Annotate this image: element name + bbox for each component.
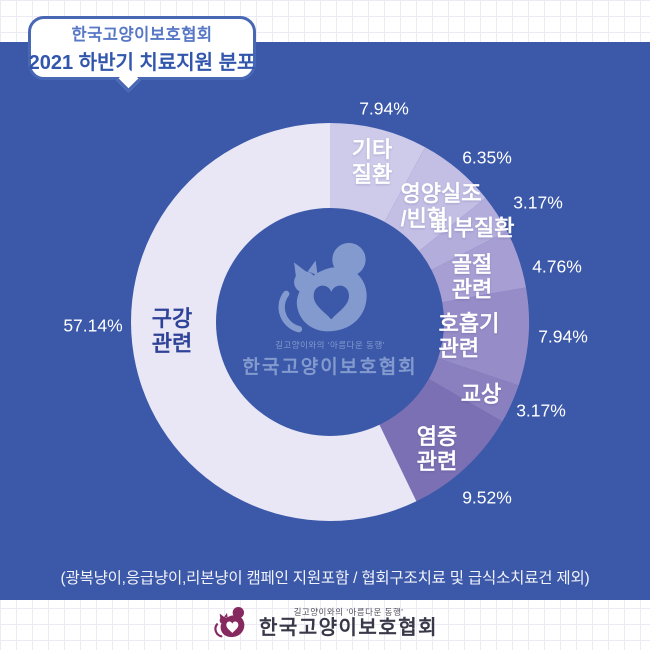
slice-label-respiratory: 호흡기 관련: [438, 310, 500, 361]
donut-slice-other-diseases: [330, 123, 426, 222]
slice-label-malnutrition-anemia: 영양실조/빈혈: [400, 180, 482, 231]
slice-label-other-diseases: 기타 질환: [351, 136, 393, 187]
pct-label-fracture: 4.76%: [532, 256, 582, 277]
donut-slice-bite-wound: [428, 358, 519, 422]
donut-slice-malnutrition-anemia: [384, 147, 486, 251]
slice-label-fracture: 골절 관련: [451, 251, 493, 302]
chart-footnote: (광복냥이,응급냥이,리본냥이 캠페인 지원포함 / 협회구조치료 및 급식소치…: [60, 570, 590, 587]
pct-label-skin-disease: 3.17%: [513, 192, 563, 213]
pct-label-inflammation: 9.52%: [462, 487, 512, 508]
pct-label-bite-wound: 3.17%: [516, 400, 566, 421]
title-bubble: 한국고양이보호협회 2021 하반기 치료지원 분포: [28, 16, 256, 80]
footer-logo: 길고양이와의 '아름다운 동행' 한국고양이보호협회: [0, 604, 650, 640]
slice-label-inflammation: 염증 관련: [416, 423, 458, 474]
slice-label-oral: 구강 관련: [151, 305, 193, 356]
slice-label-skin-disease: 피부질환: [433, 215, 515, 241]
pct-label-malnutrition-anemia: 6.35%: [462, 147, 512, 168]
donut-slice-skin-disease: [419, 197, 508, 271]
slice-label-bite-wound: 교상: [460, 381, 502, 407]
pct-label-oral: 57.14%: [63, 315, 123, 336]
org-name-title: 한국고양이보호협회: [71, 26, 213, 44]
footer-tagline: 길고양이와의 '아름다운 동행': [293, 606, 404, 617]
center-watermark: 길고양이와의 '아름다운 동행' 한국고양이보호협회: [242, 237, 417, 379]
pct-label-other-diseases: 7.94%: [359, 98, 409, 119]
donut-slice-oral: [131, 122, 417, 521]
donut-slice-respiratory: [438, 287, 529, 386]
donut-slice-inflammation: [379, 379, 503, 502]
watermark-tagline: 길고양이와의 '아름다운 동행': [275, 340, 385, 350]
watermark-org-name: 한국고양이보호협회: [242, 357, 418, 378]
cat-heart-logo-icon: [278, 242, 367, 333]
footer-org-name: 한국고양이보호협회: [258, 616, 439, 639]
page-title: 2021 하반기 치료지원 분포: [28, 52, 256, 74]
pct-label-respiratory: 7.94%: [538, 326, 588, 347]
donut-slice-fracture: [431, 231, 526, 303]
association-cat-icon: [214, 607, 245, 638]
